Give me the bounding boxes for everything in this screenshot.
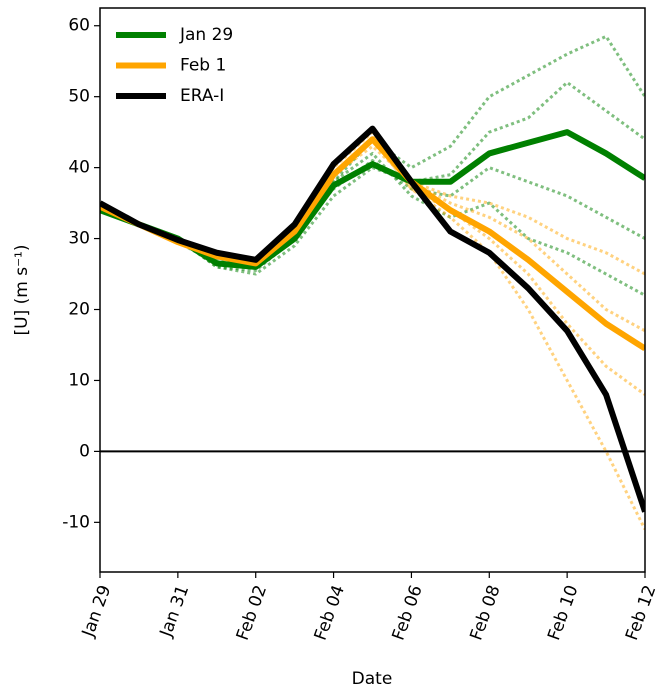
plot-frame xyxy=(99,7,646,573)
x-tick-label: Feb 08 xyxy=(466,583,504,644)
legend-label: Feb 1 xyxy=(180,56,226,76)
y-tick-label: 10 xyxy=(68,370,90,390)
y-axis-label: [U] (m s⁻¹) xyxy=(12,245,32,336)
y-tick-label: 20 xyxy=(68,300,90,320)
x-tick-label: Jan 31 xyxy=(156,583,193,641)
y-tick-label: 50 xyxy=(68,87,90,107)
x-tick-label: Feb 04 xyxy=(311,583,349,644)
ensemble-line xyxy=(100,151,645,297)
x-axis-label: Date xyxy=(352,669,393,689)
x-tick-label: Feb 06 xyxy=(388,583,426,644)
legend-label: ERA-I xyxy=(180,86,224,106)
ensemble-line xyxy=(100,137,645,531)
y-tick-label: 30 xyxy=(68,229,90,249)
x-tick-label: Jan 29 xyxy=(78,583,115,641)
series-line xyxy=(100,125,645,513)
y-tick-label: 0 xyxy=(79,441,90,461)
y-tick-label: 40 xyxy=(68,158,90,178)
legend-label: Jan 29 xyxy=(179,25,233,45)
ensemble-line xyxy=(100,137,645,396)
y-tick-label: -10 xyxy=(62,512,90,532)
x-tick-label: Feb 12 xyxy=(622,583,660,644)
y-tick-label: 60 xyxy=(68,16,90,36)
x-tick-label: Feb 02 xyxy=(233,583,271,644)
x-tick-label: Feb 10 xyxy=(544,583,582,644)
